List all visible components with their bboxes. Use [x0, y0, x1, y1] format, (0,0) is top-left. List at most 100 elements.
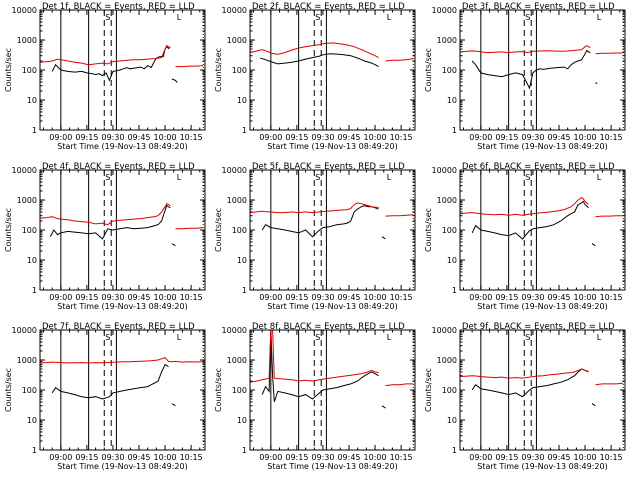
- plot-frame: [249, 169, 416, 291]
- series-group: [250, 202, 414, 240]
- series-line-events: [261, 205, 379, 238]
- series-line-events: [51, 45, 171, 82]
- x-tick-label: 09:30: [521, 293, 544, 302]
- marker-label: S: [315, 333, 320, 342]
- y-axis-label: Counts/sec: [424, 208, 433, 252]
- x-tick-label: 09:15: [495, 133, 518, 142]
- series-line-events: [595, 82, 598, 85]
- series-line-lld: [460, 196, 589, 216]
- panel-det-7: Det 7f, BLACK = Events, RED = LLD Counts/…: [4, 322, 206, 471]
- x-tick-label: 09:00: [469, 293, 492, 302]
- series-line-events: [591, 403, 596, 407]
- x-axis-label: Start Time (19-Nov-13 08:49:20): [477, 302, 607, 311]
- y-tick-label: 1: [242, 126, 247, 135]
- series-line-lld: [40, 203, 171, 226]
- plot-frame: [459, 9, 626, 131]
- panel-title: Det 4f, BLACK = Events, RED = LLD: [42, 162, 195, 172]
- x-tick-label: 09:45: [127, 133, 150, 142]
- x-tick-label: 09:45: [337, 453, 360, 462]
- y-tick-label: 100: [22, 386, 37, 395]
- x-tick-label: 09:00: [49, 453, 72, 462]
- panel-title: Det 1f, BLACK = Events, RED = LLD: [42, 2, 195, 12]
- x-tick-label: 10:00: [574, 453, 597, 462]
- x-tick-label: 09:30: [311, 293, 334, 302]
- marker-label: L: [387, 173, 392, 182]
- marker-label: L: [597, 13, 602, 22]
- series-line-lld: [460, 45, 591, 54]
- x-tick-label: 09:15: [75, 293, 98, 302]
- plot-frame: [249, 329, 416, 451]
- panel-title: Det 2f, BLACK = Events, RED = LLD: [252, 2, 405, 12]
- y-tick-label: 10: [237, 416, 247, 425]
- x-tick-label: 09:00: [49, 133, 72, 142]
- x-tick-label: 09:45: [547, 453, 570, 462]
- x-axis-label: Start Time (19-Nov-13 08:49:20): [477, 142, 607, 151]
- panel-title: Det 9f, BLACK = Events, RED = LLD: [462, 322, 615, 332]
- marker-label: S: [525, 13, 530, 22]
- plot-frame: [459, 329, 626, 451]
- y-tick-label: 1000: [227, 356, 247, 365]
- y-tick-label: 10000: [432, 166, 457, 175]
- series-line-lld: [40, 44, 171, 66]
- x-tick-label: 09:30: [101, 453, 124, 462]
- panel-det-1: Det 1f, BLACK = Events, RED = LLD Counts/…: [4, 2, 206, 151]
- series-line-lld: [40, 357, 204, 364]
- y-axis-label: Counts/sec: [424, 48, 433, 92]
- x-tick-label: 10:15: [180, 133, 203, 142]
- x-axis-label: Start Time (19-Nov-13 08:49:20): [57, 462, 187, 471]
- x-tick-label: 09:00: [469, 133, 492, 142]
- y-tick-label: 10000: [12, 166, 37, 175]
- marker-label: S: [525, 173, 530, 182]
- x-axis-label: Start Time (19-Nov-13 08:49:20): [267, 462, 397, 471]
- plot-frame: [459, 169, 626, 291]
- series-group: [460, 45, 624, 90]
- panel-title: Det 5f, BLACK = Events, RED = LLD: [252, 162, 405, 172]
- x-tick-label: 09:00: [259, 293, 282, 302]
- y-tick-label: 1: [452, 126, 457, 135]
- x-tick-label: 10:00: [154, 133, 177, 142]
- marker-label: S: [105, 173, 110, 182]
- x-tick-label: 09:30: [311, 453, 334, 462]
- y-tick-label: 10000: [12, 6, 37, 15]
- panel-title: Det 6f, BLACK = Events, RED = LLD: [462, 162, 615, 172]
- y-axis-label: Counts/sec: [424, 368, 433, 412]
- y-tick-label: 100: [442, 66, 457, 75]
- x-tick-label: 09:45: [337, 293, 360, 302]
- y-tick-label: 10000: [432, 326, 457, 335]
- x-tick-label: 09:45: [337, 133, 360, 142]
- y-tick-label: 1000: [437, 196, 457, 205]
- x-tick-label: 09:30: [101, 133, 124, 142]
- x-tick-label: 09:30: [521, 133, 544, 142]
- series-line-events: [261, 330, 379, 403]
- y-tick-label: 1000: [17, 36, 37, 45]
- series-group: [460, 368, 624, 407]
- marker-label: S: [315, 13, 320, 22]
- marker-label: L: [387, 333, 392, 342]
- panel-det-3: Det 3f, BLACK = Events, RED = LLD Counts/…: [424, 2, 626, 151]
- y-tick-label: 100: [22, 66, 37, 75]
- series-line-events: [471, 200, 589, 240]
- x-tick-label: 10:15: [600, 133, 623, 142]
- x-tick-label: 09:15: [75, 133, 98, 142]
- marker-label: L: [387, 13, 392, 22]
- series-line-events: [49, 204, 171, 240]
- y-tick-label: 10000: [432, 6, 457, 15]
- series-line-events: [591, 243, 596, 247]
- series-line-events: [260, 53, 379, 68]
- y-tick-label: 100: [232, 226, 247, 235]
- panel-det-6: Det 6f, BLACK = Events, RED = LLD Counts/…: [424, 162, 626, 311]
- panel-det-2: Det 2f, BLACK = Events, RED = LLD Counts/…: [214, 2, 416, 151]
- series-line-events: [381, 405, 386, 409]
- y-tick-label: 10000: [222, 6, 247, 15]
- panel-det-5: Det 5f, BLACK = Events, RED = LLD Counts/…: [214, 162, 416, 311]
- y-tick-label: 1000: [437, 356, 457, 365]
- marker-label: L: [597, 333, 602, 342]
- marker-label: L: [177, 333, 182, 342]
- series-line-lld: [595, 52, 624, 55]
- y-axis-label: Counts/sec: [4, 208, 13, 252]
- y-tick-label: 10: [27, 96, 37, 105]
- y-tick-label: 100: [442, 386, 457, 395]
- y-tick-label: 1: [32, 286, 37, 295]
- series-line-lld: [250, 202, 379, 214]
- y-tick-label: 1000: [227, 36, 247, 45]
